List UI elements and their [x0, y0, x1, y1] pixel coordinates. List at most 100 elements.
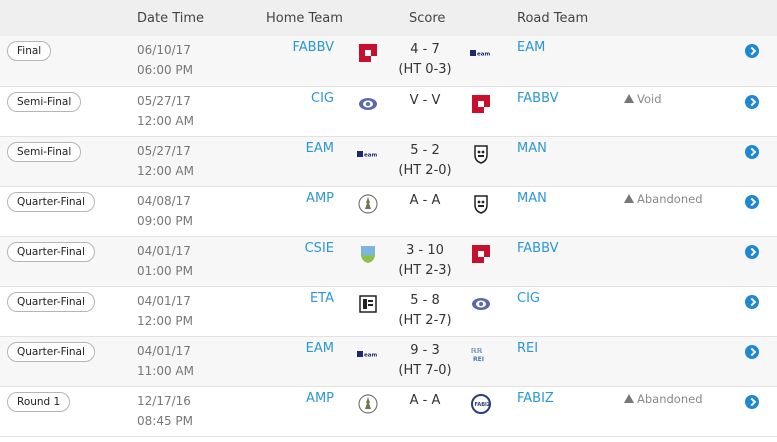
home-team-link[interactable]: FABBV	[292, 40, 334, 55]
table-row[interactable]: Semi-Final 05/27/17 12:00 AM CIG V - V FABBV V…	[0, 87, 777, 137]
road-team-link[interactable]: MAN	[517, 191, 547, 206]
final-score: 5 - 2	[410, 143, 440, 158]
match-date: 04/01/17	[137, 244, 191, 258]
road-team-link[interactable]: FABIZ	[517, 391, 554, 406]
home-team-link[interactable]: AMP	[306, 391, 334, 406]
eam-logo: eam	[357, 343, 379, 365]
table-row[interactable]: Quarter-Final 04/01/17 01:00 PM CSIE 3 - 10 (…	[0, 237, 777, 287]
road-team-link[interactable]: CIG	[517, 291, 540, 306]
match-status-note: Abandoned	[624, 392, 703, 406]
col-home-team: Home Team	[266, 10, 343, 26]
home-team-link[interactable]: CIG	[311, 91, 334, 106]
warning-icon	[624, 394, 634, 403]
round-badge: Quarter-Final	[7, 292, 95, 312]
home-team-link[interactable]: AMP	[306, 191, 334, 206]
match-datetime: 04/01/17 01:00 PM	[137, 241, 193, 281]
round-badge: Quarter-Final	[7, 192, 95, 212]
halftime-score: (HT 7-0)	[398, 363, 452, 378]
final-score: V - V	[409, 93, 441, 108]
match-details-arrow-icon[interactable]	[745, 295, 759, 309]
fabbv-logo	[470, 243, 492, 265]
col-road-team: Road Team	[517, 10, 589, 26]
col-score: Score	[409, 10, 446, 26]
match-score: V - V	[388, 91, 462, 111]
halftime-score: (HT 2-0)	[398, 163, 452, 178]
table-row[interactable]: Quarter-Final 04/08/17 09:00 PM AMP A - A MAN…	[0, 187, 777, 237]
match-datetime: 04/08/17 09:00 PM	[137, 191, 193, 231]
table-row[interactable]: Semi-Final 05/27/17 12:00 AM EAM eam 5 - 2 (HT…	[0, 137, 777, 187]
home-team-link[interactable]: CSIE	[304, 241, 334, 256]
match-time: 11:00 AM	[137, 364, 194, 378]
match-date: 12/17/16	[137, 394, 191, 408]
match-details-arrow-icon[interactable]	[745, 345, 759, 359]
match-score: A - A	[388, 191, 462, 211]
home-team-link[interactable]: ETA	[309, 291, 334, 306]
match-datetime: 04/01/17 12:00 PM	[137, 291, 193, 331]
round-badge: Quarter-Final	[7, 242, 95, 262]
eam-logo: eam	[470, 42, 492, 64]
road-team-link[interactable]: EAM	[517, 40, 546, 55]
svg-text:REI: REI	[473, 356, 484, 363]
table-row[interactable]: Final 06/10/17 06:00 PM FABBV 4 - 7 (HT 0-3) e…	[0, 36, 777, 87]
match-score: A - A	[388, 391, 462, 411]
eam-logo: eam	[357, 143, 379, 165]
round-badge: Quarter-Final	[7, 342, 95, 362]
match-status-text: Void	[637, 92, 662, 106]
final-score: 3 - 10	[406, 243, 444, 258]
match-details-arrow-icon[interactable]	[745, 195, 759, 209]
match-datetime: 05/27/17 12:00 AM	[137, 141, 194, 181]
table-row[interactable]: Quarter-Final 04/01/17 11:00 AM EAM eam 9 - 3…	[0, 337, 777, 387]
match-details-arrow-icon[interactable]	[745, 145, 759, 159]
eta-logo	[357, 293, 379, 315]
match-time: 01:00 PM	[137, 264, 193, 278]
table-row[interactable]: Quarter-Final 04/01/17 12:00 PM ETA 5 - 8 (HT…	[0, 287, 777, 337]
match-score: 9 - 3 (HT 7-0)	[388, 341, 462, 381]
match-score: 4 - 7 (HT 0-3)	[388, 40, 462, 80]
match-status-note: Void	[624, 92, 662, 106]
round-badge: Final	[7, 41, 52, 61]
match-time: 12:00 PM	[137, 314, 193, 328]
match-time: 09:00 PM	[137, 214, 193, 228]
match-date: 04/08/17	[137, 194, 191, 208]
halftime-score: (HT 0-3)	[398, 62, 452, 77]
match-score: 5 - 8 (HT 2-7)	[388, 291, 462, 331]
match-status-text: Abandoned	[637, 392, 703, 406]
fabbv-logo	[357, 42, 379, 64]
match-datetime: 12/17/16 08:45 PM	[137, 391, 193, 431]
road-team-link[interactable]: MAN	[517, 141, 547, 156]
match-datetime: 04/01/17 11:00 AM	[137, 341, 194, 381]
road-team-link[interactable]: FABBV	[517, 91, 559, 106]
match-date: 04/01/17	[137, 294, 191, 308]
match-details-arrow-icon[interactable]	[745, 95, 759, 109]
cig-logo	[357, 93, 379, 115]
road-team-link[interactable]: REI	[517, 341, 539, 356]
match-date: 05/27/17	[137, 94, 191, 108]
match-details-arrow-icon[interactable]	[745, 245, 759, 259]
match-time: 12:00 AM	[137, 164, 194, 178]
fabiz-logo: FABIZ	[470, 393, 492, 415]
match-details-arrow-icon[interactable]	[745, 44, 759, 58]
match-details-arrow-icon[interactable]	[745, 395, 759, 409]
home-team-link[interactable]: EAM	[305, 141, 334, 156]
match-time: 12:00 AM	[137, 114, 194, 128]
match-time: 06:00 PM	[137, 63, 193, 77]
table-header: Date Time Home Team Score Road Team	[0, 0, 777, 36]
match-datetime: 06/10/17 06:00 PM	[137, 40, 193, 80]
match-score: 3 - 10 (HT 2-3)	[388, 241, 462, 281]
halftime-score: (HT 2-7)	[398, 313, 452, 328]
round-badge: Semi-Final	[7, 142, 82, 162]
final-score: A - A	[409, 193, 441, 208]
rei-logo: ℝℝ REI	[470, 343, 492, 365]
table-row[interactable]: Round 1 12/17/16 08:45 PM AMP A - A FABIZ FABI…	[0, 387, 777, 437]
table-body: Final 06/10/17 06:00 PM FABBV 4 - 7 (HT 0-3) e…	[0, 36, 777, 437]
match-time: 08:45 PM	[137, 414, 193, 428]
match-date: 04/01/17	[137, 344, 191, 358]
warning-icon	[624, 194, 634, 203]
home-team-link[interactable]: EAM	[305, 341, 334, 356]
road-team-link[interactable]: FABBV	[517, 241, 559, 256]
fabbv-logo	[470, 93, 492, 115]
final-score: 5 - 8	[410, 293, 440, 308]
match-status-note: Abandoned	[624, 192, 703, 206]
man-logo	[470, 193, 492, 215]
final-score: A - A	[409, 393, 441, 408]
